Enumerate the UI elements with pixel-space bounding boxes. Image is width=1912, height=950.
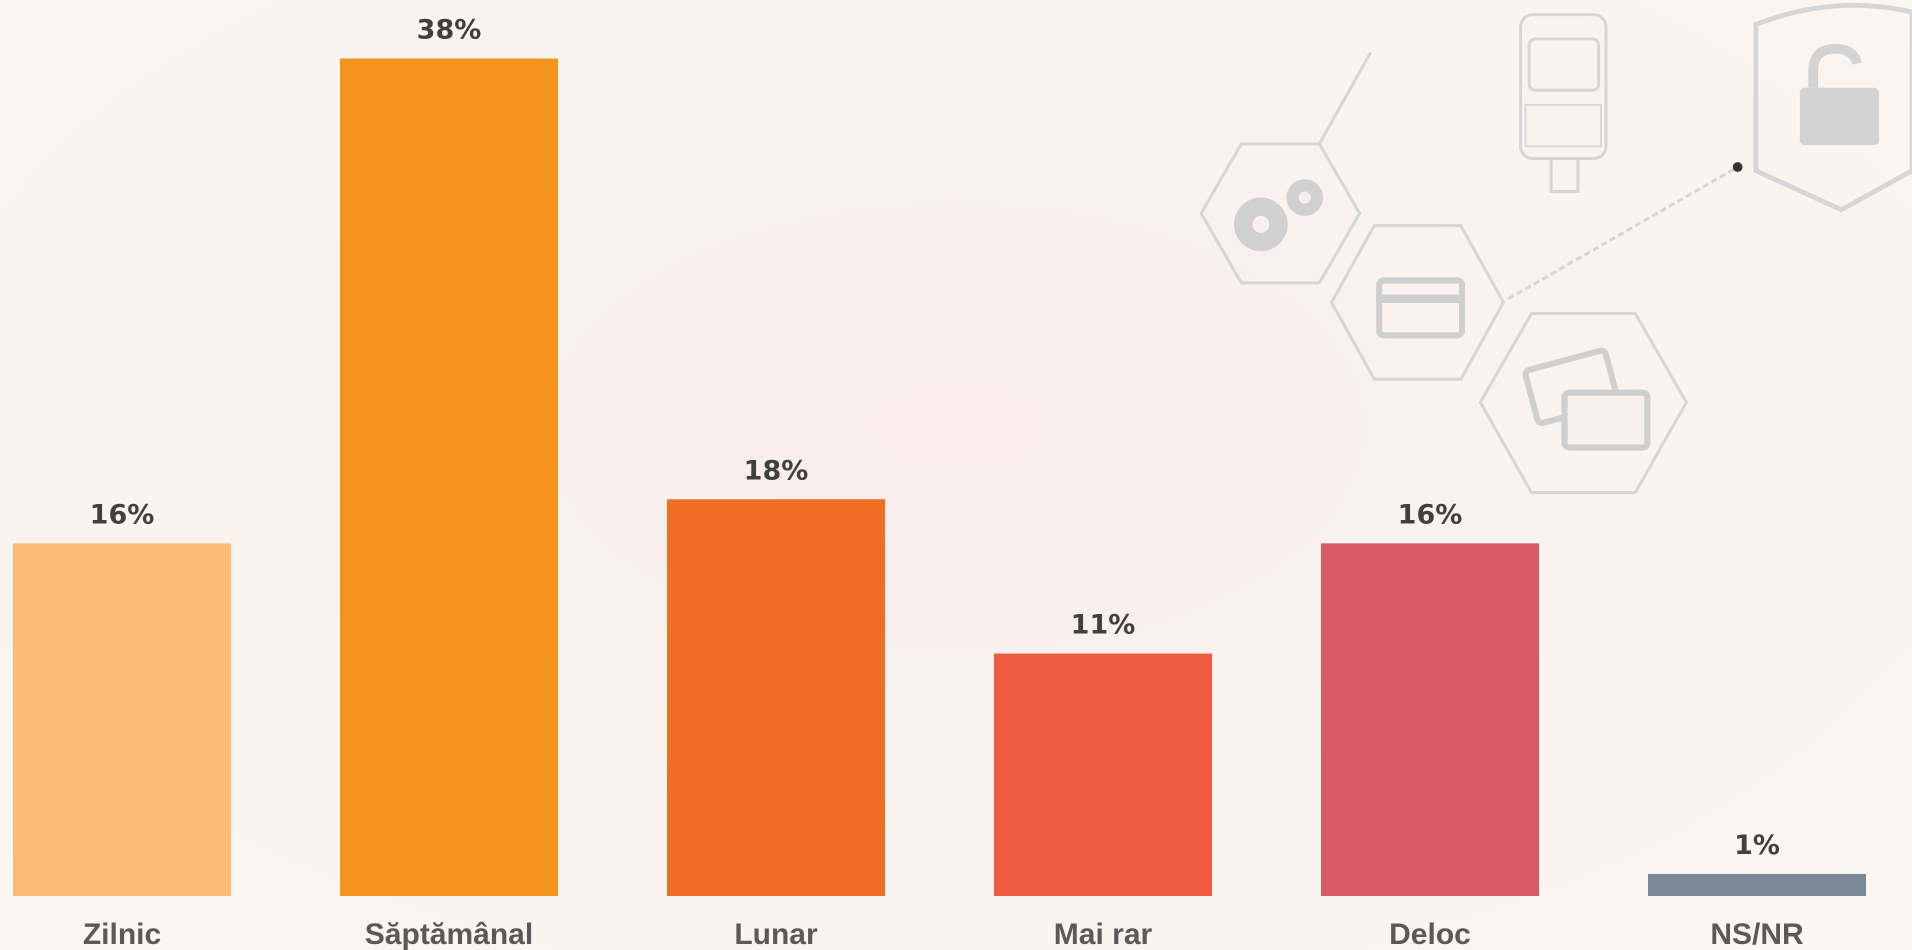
cards-icon (1564, 393, 1647, 448)
bar (340, 58, 558, 896)
value-label: 16% (90, 499, 155, 530)
x-tick-label: Deloc (1389, 918, 1471, 950)
bar (1648, 874, 1866, 896)
dashed-connector (1508, 167, 1737, 299)
card-icon (1379, 280, 1462, 335)
bar (1321, 543, 1539, 896)
bar (13, 543, 231, 896)
decoration (1201, 5, 1912, 492)
value-label: 38% (417, 14, 482, 45)
value-label: 18% (744, 455, 809, 486)
terminal-icon (1521, 15, 1606, 159)
x-tick-label: Lunar (734, 918, 818, 950)
x-tick-label: Săptămânal (365, 918, 533, 950)
connector (1319, 52, 1370, 143)
bar (667, 499, 885, 896)
page: {"chart_data": {"type": "bar", "categori… (0, 0, 1912, 950)
x-tick-label: Mai rar (1054, 918, 1153, 950)
x-tick-label: NS/NR (1710, 918, 1804, 950)
bar (994, 654, 1212, 896)
value-label: 11% (1071, 610, 1136, 641)
value-label: 1% (1734, 830, 1780, 861)
x-tick-label: Zilnic (83, 918, 161, 950)
gears-icon (1234, 179, 1323, 251)
chart: 16% Zilnic 38% Săptămânal 18% Lunar 11% Mai rar… (0, 0, 1912, 950)
value-label: 16% (1398, 499, 1463, 530)
